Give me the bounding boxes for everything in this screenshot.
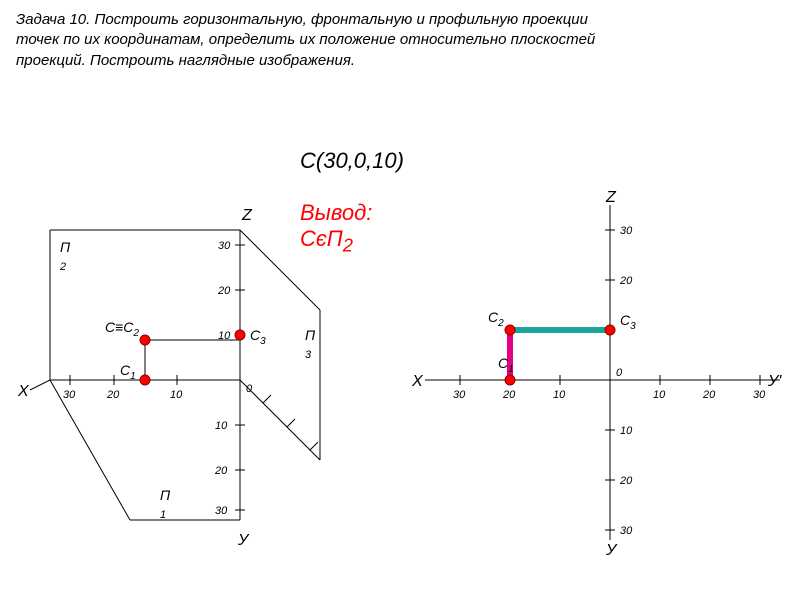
point-c2-r bbox=[505, 325, 515, 335]
point-c1-r bbox=[505, 375, 515, 385]
p1-label: П bbox=[160, 487, 171, 503]
x-overhang bbox=[30, 380, 50, 390]
xr-tick-20-lbl: 20 bbox=[502, 389, 516, 401]
right-diagram: Z Х У' У 0 10 20 30 10 20 30 20 30 10 20… bbox=[410, 190, 790, 560]
c2-label-r: С2 bbox=[488, 309, 504, 329]
yp-axis-label-r: У' bbox=[767, 373, 782, 390]
zr-tick-30-lbl: 30 bbox=[620, 225, 633, 237]
task-line1: Задача 10. Построить горизонтальную, фро… bbox=[16, 11, 588, 28]
point-title-text: С(30,0,10) bbox=[300, 148, 404, 173]
yf-tick-20-lbl: 20 bbox=[214, 465, 228, 477]
xr-tick-10-lbl: 10 bbox=[553, 389, 566, 401]
x-axis-label: Х bbox=[17, 383, 30, 400]
yp-tick-30-lbl: 30 bbox=[753, 389, 766, 401]
yp-tick-10-lbl: 10 bbox=[653, 389, 666, 401]
z-axis-label: Z bbox=[241, 207, 253, 224]
p3-sub: 3 bbox=[305, 349, 312, 361]
x-tick-30-lbl: 30 bbox=[63, 389, 76, 401]
left-diagram: 10 20 30 10 20 30 10 20 30 Z Х У 0 П 2 П… bbox=[10, 200, 330, 560]
pi3-top-edge bbox=[240, 230, 320, 310]
point-c2 bbox=[140, 335, 150, 345]
task-text: Задача 10. Построить горизонтальную, фро… bbox=[16, 10, 784, 71]
pi1-left-edge bbox=[50, 380, 130, 520]
xr-tick-30-lbl: 30 bbox=[453, 389, 466, 401]
p2-label: П bbox=[60, 239, 71, 255]
z-tick-30-lbl: 30 bbox=[218, 240, 231, 252]
task-line3: проекций. Построить наглядные изображени… bbox=[16, 52, 355, 69]
zr-tick-20-lbl: 20 bbox=[619, 275, 633, 287]
origin-label-r: 0 bbox=[616, 367, 623, 379]
c3-label: С3 bbox=[250, 327, 266, 347]
yr-tick-10 bbox=[263, 395, 271, 403]
point-c1 bbox=[140, 375, 150, 385]
z-tick-20-lbl: 20 bbox=[217, 285, 231, 297]
p2-sub: 2 bbox=[59, 261, 66, 273]
point-c3 bbox=[235, 330, 245, 340]
origin-label: 0 bbox=[246, 383, 253, 395]
point-title: С(30,0,10) bbox=[300, 148, 404, 174]
yd-tick-20-lbl: 20 bbox=[619, 475, 633, 487]
c2-label: С≡С2 bbox=[105, 319, 139, 339]
right-svg: Z Х У' У 0 10 20 30 10 20 30 20 30 10 20… bbox=[410, 190, 790, 560]
yr-tick-30 bbox=[310, 442, 318, 450]
conclusion-sub: 2 bbox=[343, 234, 353, 255]
left-svg: 10 20 30 10 20 30 10 20 30 Z Х У 0 П 2 П… bbox=[10, 200, 330, 560]
yd-tick-10-lbl: 10 bbox=[620, 425, 633, 437]
yr-tick-20 bbox=[287, 419, 295, 427]
z-axis-label-r: Z bbox=[605, 190, 617, 206]
yp-tick-20-lbl: 20 bbox=[702, 389, 716, 401]
yd-tick-30-lbl: 30 bbox=[620, 525, 633, 537]
point-c3-r bbox=[605, 325, 615, 335]
y-axis-label: У bbox=[237, 532, 250, 549]
p3-label: П bbox=[305, 327, 316, 343]
c3-label-r: С3 bbox=[620, 312, 636, 332]
yf-tick-30-lbl: 30 bbox=[215, 505, 228, 517]
y-axis-label-r: У bbox=[605, 542, 618, 559]
task-line2: точек по их координатам, определить их п… bbox=[16, 31, 595, 48]
x-tick-20-lbl: 20 bbox=[106, 389, 120, 401]
c1-label: С1 bbox=[120, 362, 136, 382]
p1-sub: 1 bbox=[160, 509, 166, 521]
yf-tick-10-lbl: 10 bbox=[215, 420, 228, 432]
x-axis-label-r: Х bbox=[411, 373, 424, 390]
x-tick-10-lbl: 10 bbox=[170, 389, 183, 401]
